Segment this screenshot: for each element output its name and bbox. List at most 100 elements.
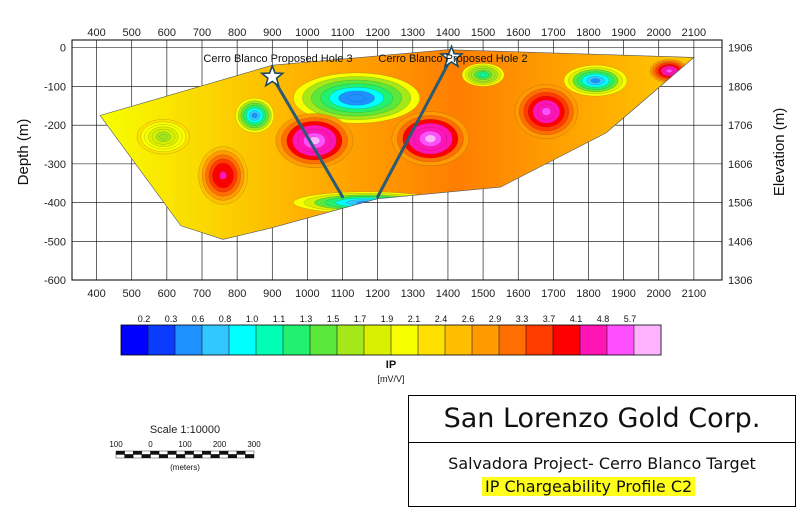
depth-tick-label: -200 <box>44 120 66 132</box>
scale-segment <box>133 450 143 455</box>
colorbar-swatch <box>391 325 419 355</box>
colorbar-swatch <box>310 325 338 355</box>
x-tick-label-top: 1500 <box>471 27 495 39</box>
axis-ticks: 400 400 500 500 600 600 700 700 800 800 900 900 1000… <box>44 27 753 300</box>
star-icon <box>259 63 285 88</box>
colorbar-swatch <box>256 325 284 355</box>
depth-tick-label: -500 <box>44 236 66 248</box>
x-tick-label-top: 600 <box>158 27 176 39</box>
colorbar-swatch <box>418 325 446 355</box>
scale-segment <box>236 454 246 459</box>
anomaly-contour <box>347 94 366 102</box>
colorbar-swatch <box>472 325 500 355</box>
x-tick-label-bottom: 1200 <box>365 288 389 300</box>
colorbar-tick-label: 3.3 <box>516 314 529 324</box>
x-tick-label-bottom: 1700 <box>541 288 565 300</box>
colorbar-units: [mV/V] <box>377 374 404 384</box>
colorbar-tick-label: 2.4 <box>435 314 448 324</box>
colorbar-tick-label: 0.2 <box>138 314 151 324</box>
scale-bar: 100 0 100 200 300 <box>109 440 261 459</box>
scale-segment <box>236 450 246 455</box>
scale-units: (meters) <box>170 463 200 472</box>
hole-label: Cerro Blanco Proposed Hole 2 <box>378 53 527 65</box>
scale-segment <box>184 454 194 459</box>
elevation-tick-label: 1606 <box>728 159 752 171</box>
project-name: Salvadora Project- Cerro Blanco Target <box>448 454 756 473</box>
scale-label: Scale 1:10000 <box>150 424 220 436</box>
x-tick-label-top: 1300 <box>401 27 425 39</box>
colorbar-swatch <box>283 325 311 355</box>
drill-hole-trace <box>376 55 453 199</box>
scale-segment <box>210 454 220 459</box>
x-tick-label-bottom: 1100 <box>331 288 355 300</box>
x-tick-label-bottom: 1900 <box>611 288 635 300</box>
colorbar-swatch <box>445 325 473 355</box>
title-block: San Lorenzo Gold Corp. Salvadora Project… <box>408 395 796 507</box>
colorbar-swatch <box>148 325 176 355</box>
colorbar-swatch <box>175 325 203 355</box>
colorbar-tick-label: 0.8 <box>219 314 232 324</box>
scale-segment <box>193 454 203 459</box>
anomaly-contour <box>251 112 258 119</box>
x-tick-label-top: 1000 <box>295 27 319 39</box>
anomaly-contour <box>159 134 168 140</box>
x-tick-label-top: 1700 <box>541 27 565 39</box>
scale-segment <box>115 454 125 459</box>
elevation-tick-label: 1806 <box>728 81 752 93</box>
x-tick-label-bottom: 2000 <box>647 288 671 300</box>
colorbar-tick-label: 5.7 <box>624 314 637 324</box>
scale-segment <box>150 454 160 459</box>
scale-tick-label: 200 <box>213 440 227 449</box>
scale-tick-label: 100 <box>109 440 123 449</box>
colorbar-swatch <box>121 325 149 355</box>
anomaly-contour <box>424 134 437 143</box>
colorbar-tick-label: 0.6 <box>192 314 205 324</box>
y-axis-left-label: Depth (m) <box>15 119 32 186</box>
colorbar-tick-label: 2.6 <box>462 314 475 324</box>
scale-tick-label: 0 <box>148 440 153 449</box>
colorbar-tick-label: 1.1 <box>273 314 286 324</box>
x-tick-label-top: 1200 <box>365 27 389 39</box>
scale-segment <box>141 450 151 455</box>
colorbar-swatch <box>337 325 365 355</box>
x-tick-label-bottom: 1400 <box>436 288 460 300</box>
scale-segment <box>184 450 194 455</box>
colorbar-tick-label: 4.1 <box>570 314 583 324</box>
x-tick-label-top: 900 <box>263 27 281 39</box>
x-tick-label-bottom: 700 <box>193 288 211 300</box>
colorbar-tick-label: 1.3 <box>300 314 313 324</box>
colorbar-swatch <box>364 325 392 355</box>
x-tick-label-top: 400 <box>87 27 105 39</box>
colorbar-swatch <box>202 325 230 355</box>
depth-tick-label: -400 <box>44 198 66 210</box>
colorbar-tick-label: 1.7 <box>354 314 367 324</box>
x-tick-label-top: 1600 <box>506 27 530 39</box>
scale-segment <box>227 454 237 459</box>
colorbar: 0.2 0.3 0.6 0.8 1.0 1.1 1.3 1.5 1.7 1.9 2.1 2.4 2.6 2… <box>120 314 662 356</box>
company-name: San Lorenzo Gold Corp. <box>409 396 795 443</box>
star-icon <box>438 44 465 69</box>
scale-segment <box>227 450 237 455</box>
x-tick-label-bottom: 900 <box>263 288 281 300</box>
elevation-tick-label: 1706 <box>728 120 752 132</box>
section-outline <box>99 49 695 240</box>
x-tick-label-bottom: 500 <box>123 288 141 300</box>
colorbar-tick-label: 1.5 <box>327 314 340 324</box>
scale-segment <box>202 450 212 455</box>
x-tick-label-bottom: 400 <box>87 288 105 300</box>
scale-segment <box>219 450 229 455</box>
scale-segment <box>176 450 186 455</box>
drill-holes: Cerro Blanco Proposed Hole 3 Cerro Blanco… <box>203 44 528 199</box>
colorbar-tick-label: 1.9 <box>381 314 394 324</box>
colorbar-swatch <box>607 325 635 355</box>
x-tick-label-top: 800 <box>228 27 246 39</box>
colorbar-tick-label: 0.3 <box>165 314 178 324</box>
scale-segment <box>141 454 151 459</box>
x-tick-label-top: 700 <box>193 27 211 39</box>
scale-tick-label: 300 <box>247 440 261 449</box>
x-tick-label-bottom: 600 <box>158 288 176 300</box>
x-tick-label-top: 1800 <box>576 27 600 39</box>
scale-segment <box>219 454 229 459</box>
colorbar-swatch <box>499 325 527 355</box>
